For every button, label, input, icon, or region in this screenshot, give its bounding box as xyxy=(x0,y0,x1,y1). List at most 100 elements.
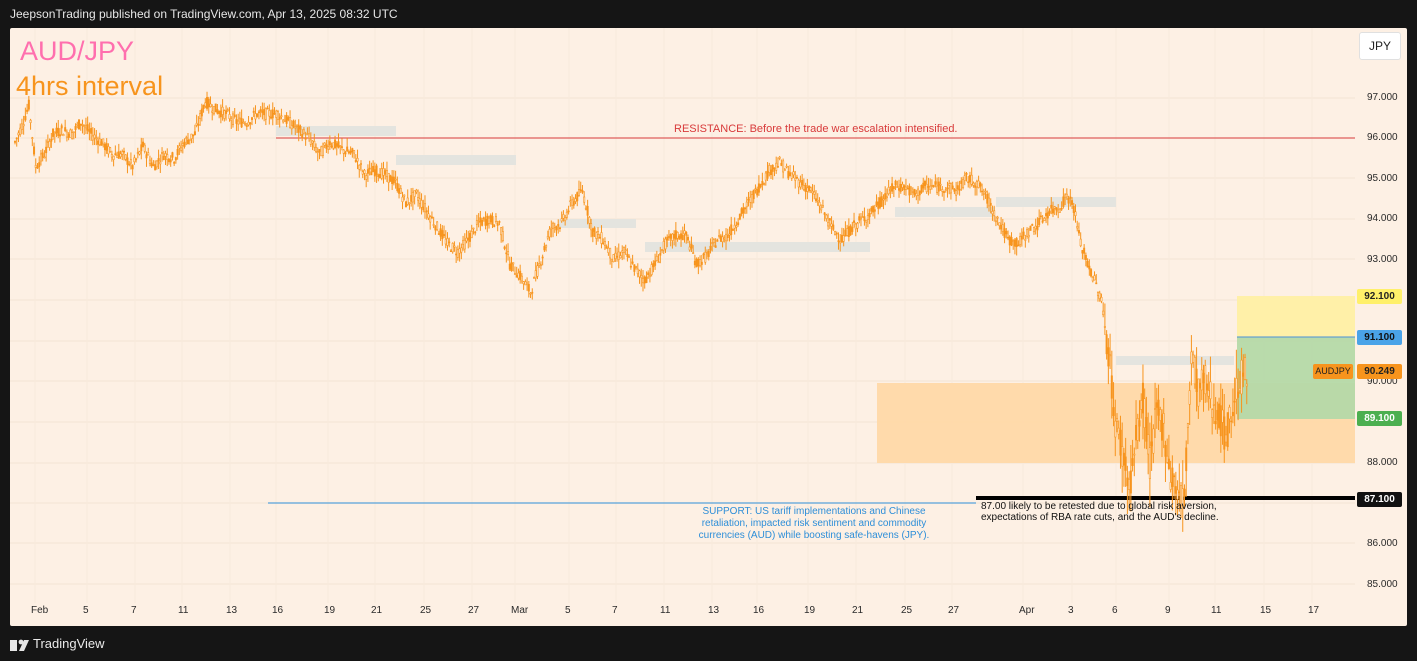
candle xyxy=(910,186,913,196)
candle xyxy=(1183,484,1186,510)
candle xyxy=(327,139,330,154)
candle xyxy=(1008,235,1011,254)
candle xyxy=(323,142,326,149)
candle xyxy=(901,181,904,192)
candle xyxy=(351,147,354,158)
candle xyxy=(441,225,444,246)
candle xyxy=(747,192,750,207)
x-tick: 11 xyxy=(178,605,189,616)
x-tick: 11 xyxy=(1211,605,1222,616)
candle xyxy=(413,190,416,205)
candle xyxy=(1053,205,1056,216)
candle xyxy=(1107,338,1110,385)
candle xyxy=(678,234,681,240)
candle xyxy=(892,185,895,198)
candle xyxy=(759,183,762,189)
candle xyxy=(1216,401,1219,434)
candle xyxy=(1126,465,1129,514)
candle xyxy=(468,230,471,248)
candle xyxy=(1143,388,1146,449)
candle xyxy=(986,190,989,209)
price-chart[interactable] xyxy=(10,28,1407,626)
candle xyxy=(116,151,119,158)
candle xyxy=(316,147,319,162)
candle xyxy=(768,162,771,177)
candle xyxy=(379,167,382,179)
candle xyxy=(507,243,510,261)
candle xyxy=(64,119,67,133)
currency-button[interactable]: JPY xyxy=(1359,32,1401,60)
candle xyxy=(968,171,971,189)
candle xyxy=(619,251,622,259)
x-tick: 19 xyxy=(804,605,816,616)
candle xyxy=(709,238,712,254)
candle xyxy=(484,211,487,230)
candle xyxy=(1181,460,1184,532)
candle xyxy=(771,164,774,180)
candle xyxy=(50,132,53,148)
candle xyxy=(1084,252,1087,267)
candle xyxy=(377,173,380,182)
candle xyxy=(1100,293,1103,304)
target-price-badge: 92.100 xyxy=(1357,289,1402,304)
candle xyxy=(1138,400,1141,442)
candle xyxy=(1031,223,1034,226)
x-tick: 7 xyxy=(612,605,618,616)
candle xyxy=(358,164,361,178)
consolidation-zone xyxy=(276,126,396,136)
candle xyxy=(174,156,177,164)
candle xyxy=(62,133,65,137)
candle xyxy=(1174,471,1177,515)
candle xyxy=(943,190,946,201)
candle xyxy=(145,151,148,167)
candle xyxy=(1062,188,1065,209)
candle xyxy=(287,115,290,122)
candle xyxy=(920,184,923,194)
candle xyxy=(411,187,414,211)
publisher-text: JeepsonTrading published on TradingView.… xyxy=(10,7,398,21)
candle xyxy=(306,127,309,136)
candle xyxy=(264,107,267,126)
candle xyxy=(17,130,20,143)
tradingview-logo-icon[interactable] xyxy=(10,637,30,651)
candle xyxy=(429,215,432,230)
candle xyxy=(998,222,1001,230)
tradingview-brand[interactable]: TradingView xyxy=(33,636,105,651)
candle xyxy=(827,213,830,230)
x-tick: 16 xyxy=(272,605,284,616)
candle xyxy=(109,146,112,153)
candle xyxy=(238,111,241,125)
candle xyxy=(626,248,629,262)
candle xyxy=(147,147,150,156)
candle xyxy=(181,139,184,154)
candle xyxy=(948,179,951,195)
candle xyxy=(541,254,544,266)
candle xyxy=(532,276,535,279)
candle xyxy=(84,117,87,135)
candle xyxy=(276,109,279,125)
candle xyxy=(207,96,210,114)
candle xyxy=(664,236,667,253)
candle xyxy=(858,213,861,224)
candle xyxy=(704,246,707,265)
candle xyxy=(1129,444,1132,512)
candle xyxy=(730,216,733,240)
candle xyxy=(1235,349,1238,415)
candle xyxy=(46,134,49,148)
candle xyxy=(934,174,937,188)
candle xyxy=(1012,239,1015,250)
candle xyxy=(456,245,459,261)
candle xyxy=(851,221,854,235)
candle xyxy=(1169,460,1172,493)
candle xyxy=(1242,354,1245,388)
candle xyxy=(750,190,753,208)
candle xyxy=(1244,353,1247,381)
candle xyxy=(863,207,866,226)
candle xyxy=(1017,240,1020,247)
candle xyxy=(477,213,480,228)
candle xyxy=(609,247,612,265)
chart-pane[interactable]: AUD/JPY 4hrs interval JPY 97.000 96.000 … xyxy=(10,28,1407,626)
candle xyxy=(505,244,508,263)
candle xyxy=(899,177,902,194)
candle xyxy=(1218,397,1221,430)
